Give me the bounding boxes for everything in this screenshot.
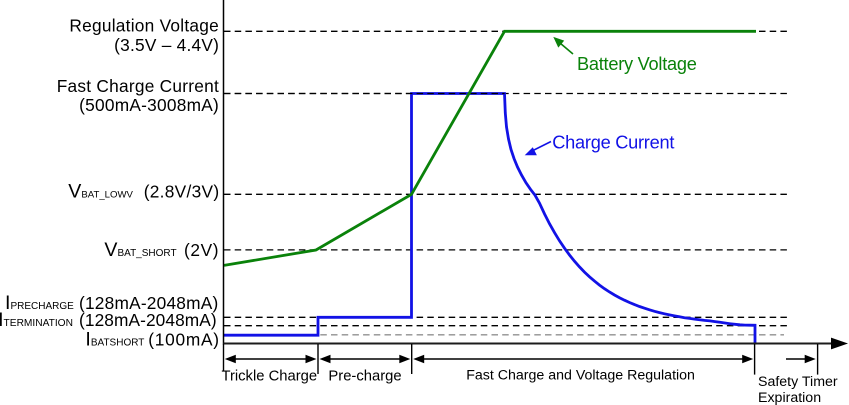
svg-text:IBATSHORT(100mA): IBATSHORT (100mA): [85, 328, 219, 350]
svg-text:Fast Charge and Voltage Regula: Fast Charge and Voltage Regulation: [466, 367, 695, 383]
svg-text:Fast Charge Current: Fast Charge Current: [57, 76, 219, 96]
svg-text:IPRECHARGE(128mA-2048mA): IPRECHARGE (128mA-2048mA): [5, 292, 218, 314]
svg-text:Expiration: Expiration: [758, 390, 821, 405]
svg-text:(3.5V – 4.4V): (3.5V – 4.4V): [114, 35, 219, 55]
svg-text:Battery Voltage: Battery Voltage: [577, 54, 697, 74]
svg-text:Regulation Voltage: Regulation Voltage: [69, 16, 219, 36]
svg-text:Pre-charge: Pre-charge: [328, 368, 401, 384]
svg-text:Charge Current: Charge Current: [552, 132, 674, 152]
svg-text:VBAT_SHORT(2V): VBAT_SHORT (2V): [104, 239, 219, 261]
svg-text:ITERMINATION(128mA-2048mA): ITERMINATION (128mA-2048mA): [0, 309, 217, 331]
svg-text:VBAT_LOWV(2.8V/3V): VBAT_LOWV (2.8V/3V): [68, 180, 219, 202]
svg-text:(500mA-3008mA): (500mA-3008mA): [79, 95, 219, 115]
svg-text:Trickle Charge: Trickle Charge: [221, 368, 317, 384]
svg-text:Safety Timer: Safety Timer: [758, 374, 838, 390]
